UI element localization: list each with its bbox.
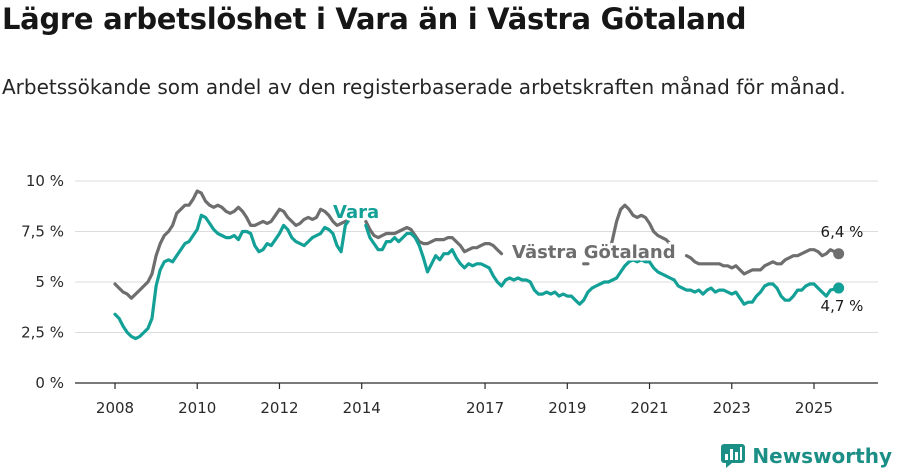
y-tick-label: 10 % (26, 172, 64, 190)
end-point-vara (833, 282, 845, 294)
x-tick-label: 2023 (713, 399, 751, 417)
y-tick-label: 2,5 % (21, 324, 64, 342)
x-tick-label: 2019 (548, 399, 586, 417)
y-tick-label: 5 % (35, 273, 64, 291)
x-tick-label: 2021 (630, 399, 668, 417)
y-tick-label: 0 % (35, 374, 64, 392)
series-line-vara (113, 213, 841, 341)
end-value-label-vastra-gotaland: 6,4 % (821, 223, 864, 241)
y-tick-label: 7,5 % (21, 223, 64, 241)
chart-subtitle: Arbetssökande som andel av den registerb… (2, 75, 846, 99)
bar-chart-logo-icon (721, 444, 746, 468)
x-tick-label: 2025 (795, 399, 833, 417)
end-value-label-vara: 4,7 % (821, 297, 864, 315)
series-line-vastra-gotaland (113, 189, 841, 300)
series-label-vara: Vara (333, 202, 379, 223)
x-tick-label: 2014 (343, 399, 381, 417)
newsworthy-logo[interactable]: Newsworthy (720, 443, 892, 469)
end-point-vastra-gotaland (833, 248, 845, 260)
x-tick-label: 2008 (96, 399, 134, 417)
chart-title: Lägre arbetslöshet i Vara än i Västra Gö… (2, 2, 747, 36)
x-tick-label: 2017 (466, 399, 504, 417)
x-tick-label: 2010 (178, 399, 216, 417)
x-tick-label: 2012 (260, 399, 298, 417)
brand-name: Newsworthy (752, 444, 892, 468)
series-label-vastra-gotaland: Västra Götaland (512, 242, 676, 263)
